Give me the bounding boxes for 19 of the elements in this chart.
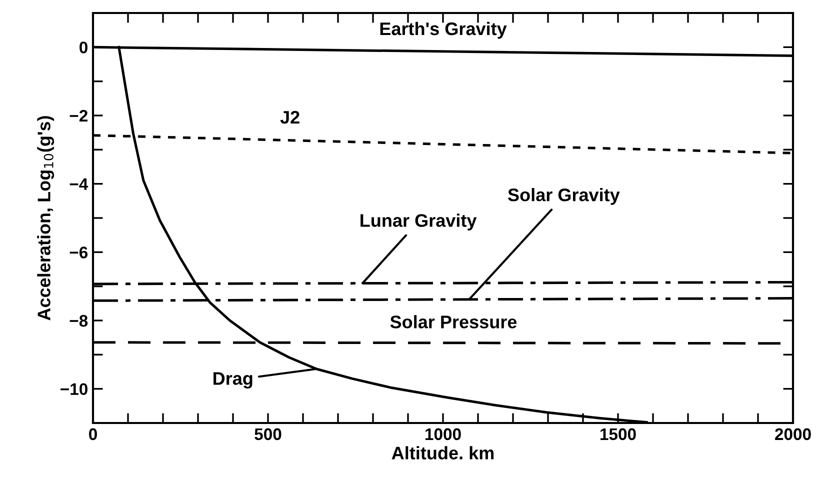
annotation: Solar Gravity xyxy=(508,188,620,205)
y-axis-title: Acceleration, Log$_{10}$(g's) xyxy=(37,116,54,320)
y-tick-label: −8 xyxy=(70,314,88,327)
annotation: Earth's Gravity xyxy=(380,22,507,39)
y-tick-label: −4 xyxy=(70,178,88,190)
y-tick-label: −2 xyxy=(70,110,88,122)
annotation: Drag xyxy=(214,372,252,389)
annotation: Solar Pressure xyxy=(390,315,517,328)
x-tick-label: 500 xyxy=(254,428,282,440)
y-tick-label: 0 xyxy=(80,42,88,54)
x-axis-title: Altitude. km xyxy=(392,446,494,460)
x-tick-label: 2000 xyxy=(775,428,811,440)
x-tick-label: 1000 xyxy=(426,428,461,440)
x-tick-label: 1500 xyxy=(600,428,636,440)
x-tick-label: 0 xyxy=(89,428,97,440)
annotation: Lunar Gravity xyxy=(360,214,477,230)
y-tick-label: −10 xyxy=(60,383,88,396)
y-tick-label: −6 xyxy=(70,246,88,258)
annotation: J2 xyxy=(280,110,300,124)
